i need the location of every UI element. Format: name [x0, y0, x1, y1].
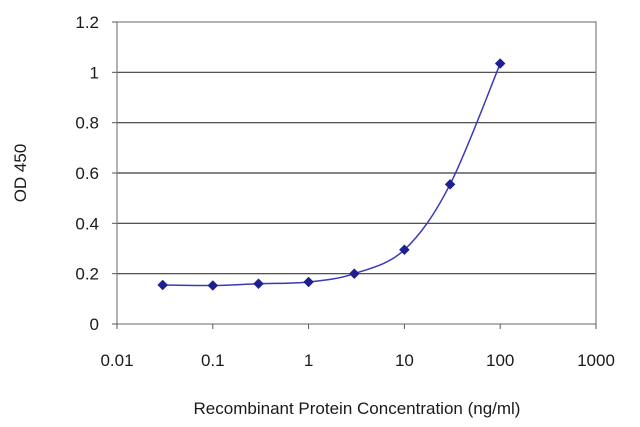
data-point	[399, 244, 410, 256]
x-tick-label: 10	[395, 351, 414, 370]
x-tick-label: 1000	[577, 351, 615, 370]
fitted-curve	[162, 63, 501, 287]
y-tick-label: 0.2	[75, 265, 99, 284]
data-point	[303, 276, 314, 288]
x-tick-label: 100	[486, 351, 514, 370]
y-tick-label: 0.4	[75, 214, 99, 233]
data-point	[157, 279, 169, 291]
y-tick-label: 0.8	[75, 114, 99, 133]
data-point	[494, 58, 506, 69]
data-point	[444, 178, 456, 190]
horizontal-gridlines	[117, 71, 596, 275]
data-point	[253, 278, 264, 290]
y-axis-ticks: 0 0.2 0.4 0.6 0.8 1 1.2	[75, 13, 117, 334]
y-axis-title: OD 450	[11, 144, 30, 203]
data-point	[348, 268, 360, 280]
x-tick-label: 1	[304, 351, 313, 370]
data-point	[207, 280, 219, 291]
y-tick-label: 0	[90, 315, 99, 334]
x-tick-label: 0.01	[100, 351, 133, 370]
y-tick-label: 0.6	[75, 164, 99, 183]
y-tick-label: 1	[90, 63, 99, 82]
data-points	[157, 58, 506, 291]
y-tick-label: 1.2	[75, 13, 99, 32]
x-axis-ticks: 0.01 0.1 1 10 100 1000	[100, 324, 615, 370]
x-axis-title: Recombinant Protein Concentration (ng/ml…	[194, 399, 521, 418]
x-tick-label: 0.1	[201, 351, 225, 370]
